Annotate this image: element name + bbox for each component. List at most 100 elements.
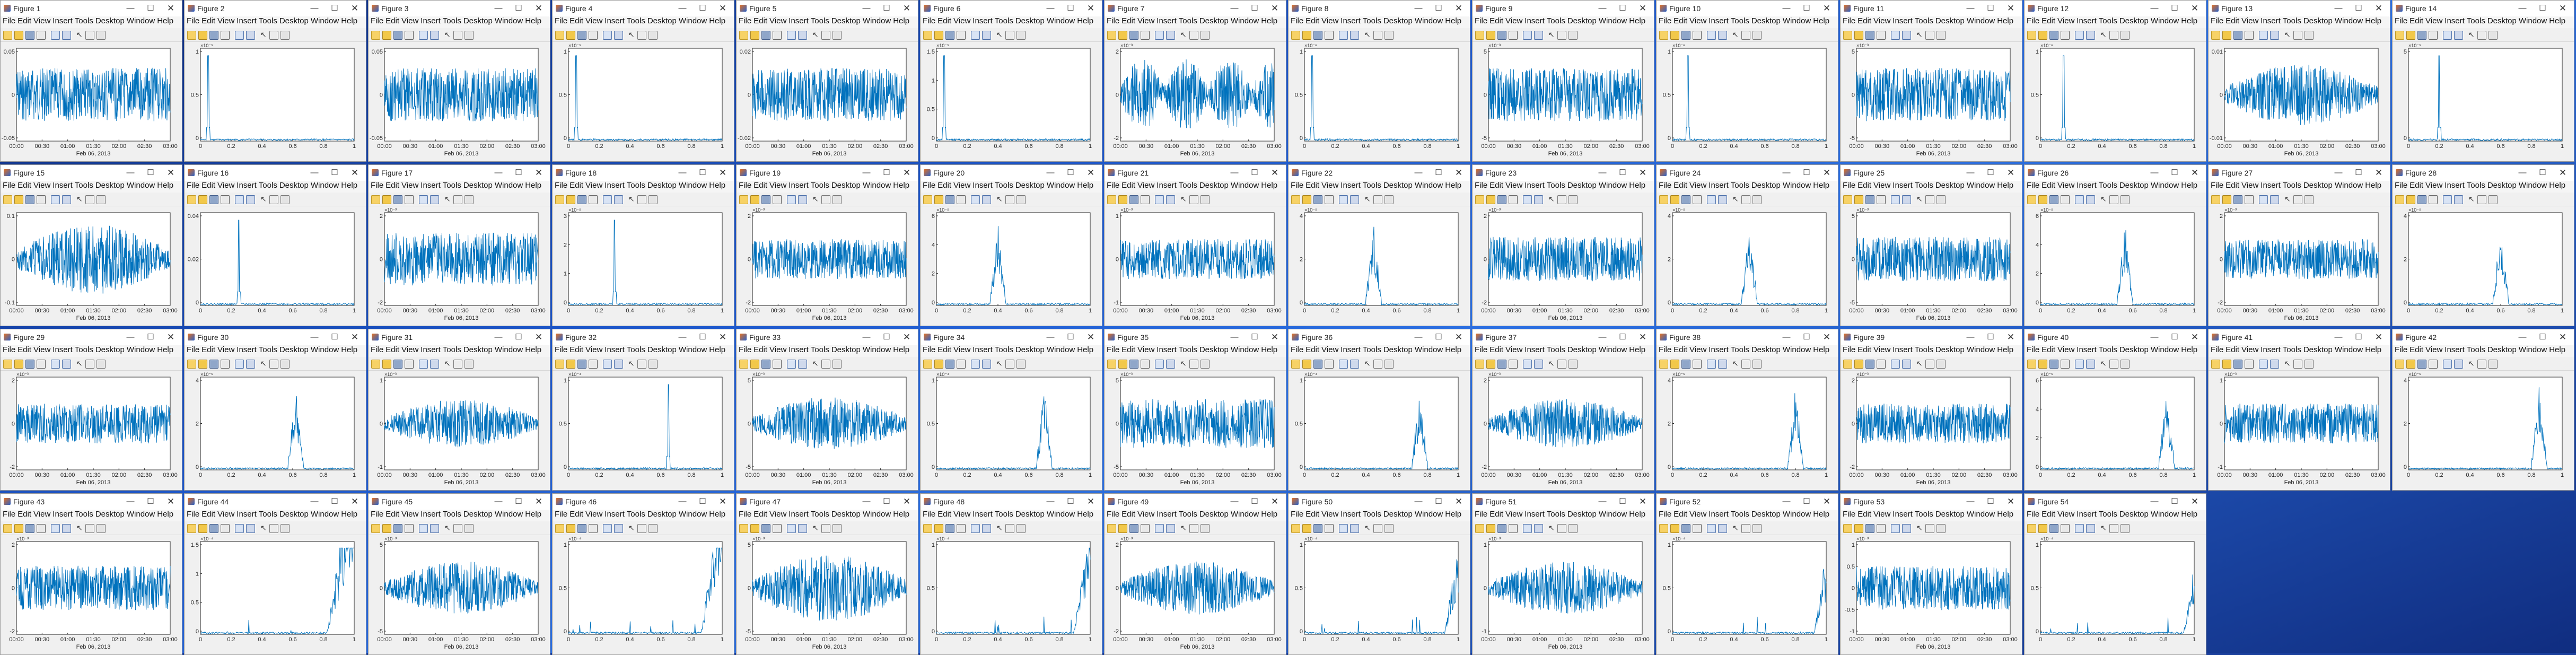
- print-icon[interactable]: [957, 360, 966, 369]
- menu-item-view[interactable]: View: [2241, 181, 2259, 190]
- menu-item-view[interactable]: View: [2057, 510, 2075, 519]
- title-bar[interactable]: Figure 1— ☐ ✕: [1, 1, 182, 16]
- insert-colorbar-icon[interactable]: [2454, 31, 2463, 40]
- menu-item-file[interactable]: File: [1475, 345, 1488, 354]
- menu-item-edit[interactable]: Edit: [385, 16, 400, 25]
- menu-item-file[interactable]: File: [3, 16, 16, 25]
- link-icon[interactable]: [51, 195, 60, 204]
- figure-window[interactable]: Figure 42— ☐ ✕ File Edit View Insert Tools Deskt…: [2392, 329, 2574, 491]
- print-icon[interactable]: [589, 31, 598, 40]
- title-bar[interactable]: Figure 27— ☐ ✕: [2209, 165, 2390, 181]
- close-button[interactable]: ✕: [351, 168, 359, 178]
- time-series-plot[interactable]: 2 0 -2 ×10⁻³ 00:00 00:30 01:00 01:30 02:00 02:30 0…: [369, 206, 550, 326]
- link-icon[interactable]: [1523, 360, 1532, 369]
- insert-legend-icon[interactable]: [1925, 360, 1934, 369]
- time-series-plot[interactable]: 5 0 -5 ×10⁻³ 00:00 00:30 01:00 01:30 02:00 02:30 0…: [1473, 42, 1654, 161]
- menu-item-view[interactable]: View: [953, 181, 971, 190]
- insert-colorbar-icon[interactable]: [246, 195, 255, 204]
- menu-item-view[interactable]: View: [1321, 181, 1339, 190]
- menu-item-window[interactable]: Window: [862, 181, 891, 190]
- minimize-button[interactable]: —: [1414, 333, 1423, 342]
- maximize-button[interactable]: ☐: [1251, 333, 1258, 342]
- link-icon[interactable]: [971, 195, 980, 204]
- menu-item-desktop[interactable]: Desktop: [831, 345, 861, 354]
- menu-item-window[interactable]: Window: [2150, 16, 2179, 25]
- property-inspector-icon[interactable]: [1937, 524, 1946, 533]
- minimize-button[interactable]: —: [1046, 168, 1055, 177]
- menu-item-view[interactable]: View: [953, 16, 971, 25]
- menu-item-view[interactable]: View: [1505, 510, 1523, 519]
- menu-item-tools[interactable]: Tools: [1546, 510, 1565, 519]
- menu-item-desktop[interactable]: Desktop: [1935, 510, 1965, 519]
- menu-item-help[interactable]: Help: [1445, 181, 1462, 190]
- property-inspector-icon[interactable]: [2121, 360, 2130, 369]
- insert-colorbar-icon[interactable]: [2270, 360, 2279, 369]
- link-icon[interactable]: [1155, 195, 1164, 204]
- menu-item-insert[interactable]: Insert: [604, 16, 625, 25]
- spectrum-plot[interactable]: 1 0.5 0 ×10⁻⁴ 0 0.2 0.4 0.6 0.8 1: [921, 371, 1102, 490]
- open-file-icon[interactable]: [934, 360, 943, 369]
- property-inspector-icon[interactable]: [97, 31, 106, 40]
- menu-item-help[interactable]: Help: [1261, 510, 1278, 519]
- minimize-button[interactable]: —: [494, 4, 503, 13]
- print-icon[interactable]: [1693, 31, 1702, 40]
- menu-item-help[interactable]: Help: [2365, 181, 2382, 190]
- menu-item-file[interactable]: File: [1291, 510, 1304, 519]
- minimize-button[interactable]: —: [2150, 333, 2159, 342]
- insert-legend-icon[interactable]: [2477, 360, 2486, 369]
- close-button[interactable]: ✕: [2559, 332, 2567, 342]
- menu-item-help[interactable]: Help: [2365, 16, 2382, 25]
- menu-item-desktop[interactable]: Desktop: [647, 345, 677, 354]
- time-series-plot[interactable]: 5 0 -5 ×10⁻³ 00:00 00:30 01:00 01:30 02:00 02:30 0…: [1841, 206, 2022, 326]
- menu-item-help[interactable]: Help: [1813, 510, 1830, 519]
- menu-item-tools[interactable]: Tools: [2466, 16, 2485, 25]
- print-icon[interactable]: [1509, 360, 1518, 369]
- title-bar[interactable]: Figure 16— ☐ ✕: [185, 165, 366, 181]
- print-icon[interactable]: [589, 360, 598, 369]
- menu-item-edit[interactable]: Edit: [569, 510, 584, 519]
- menu-item-file[interactable]: File: [1107, 16, 1120, 25]
- new-figure-icon[interactable]: [3, 195, 12, 204]
- new-figure-icon[interactable]: [1107, 195, 1116, 204]
- menu-item-edit[interactable]: Edit: [937, 181, 952, 190]
- menu-item-tools[interactable]: Tools: [810, 345, 829, 354]
- menu-item-view[interactable]: View: [217, 16, 235, 25]
- new-figure-icon[interactable]: [1475, 360, 1484, 369]
- close-button[interactable]: ✕: [2375, 168, 2383, 178]
- open-file-icon[interactable]: [1118, 524, 1127, 533]
- figure-window[interactable]: Figure 14— ☐ ✕ File Edit View Insert Tools Deskt…: [2392, 0, 2574, 162]
- menu-item-window[interactable]: Window: [1782, 510, 1811, 519]
- menu-item-file[interactable]: File: [1659, 510, 1672, 519]
- menu-item-window[interactable]: Window: [678, 16, 707, 25]
- minimize-button[interactable]: —: [1598, 168, 1607, 177]
- menu-item-tools[interactable]: Tools: [442, 345, 461, 354]
- close-button[interactable]: ✕: [1639, 332, 1647, 342]
- menu-item-insert[interactable]: Insert: [604, 345, 625, 354]
- title-bar[interactable]: Figure 34— ☐ ✕: [921, 329, 1102, 345]
- menu-item-help[interactable]: Help: [2181, 16, 2198, 25]
- menu-item-insert[interactable]: Insert: [52, 181, 73, 190]
- menu-item-tools[interactable]: Tools: [1546, 181, 1565, 190]
- menu-item-desktop[interactable]: Desktop: [1383, 181, 1413, 190]
- print-icon[interactable]: [1325, 31, 1334, 40]
- menu-item-insert[interactable]: Insert: [972, 345, 993, 354]
- insert-legend-icon[interactable]: [1557, 195, 1566, 204]
- menu-item-view[interactable]: View: [2057, 16, 2075, 25]
- maximize-button[interactable]: ☐: [2539, 168, 2546, 177]
- minimize-button[interactable]: —: [126, 497, 135, 506]
- maximize-button[interactable]: ☐: [699, 333, 706, 342]
- figure-window[interactable]: Figure 40— ☐ ✕ File Edit View Insert Tools Deskt…: [2024, 329, 2206, 491]
- print-icon[interactable]: [221, 195, 230, 204]
- print-icon[interactable]: [589, 524, 598, 533]
- insert-colorbar-icon[interactable]: [430, 195, 439, 204]
- menu-item-tools[interactable]: Tools: [994, 345, 1013, 354]
- print-icon[interactable]: [1141, 31, 1150, 40]
- figure-window[interactable]: Figure 16— ☐ ✕ File Edit View Insert Tools Deskt…: [184, 164, 366, 326]
- menu-item-tools[interactable]: Tools: [74, 510, 93, 519]
- menu-item-edit[interactable]: Edit: [385, 181, 400, 190]
- menu-item-view[interactable]: View: [769, 345, 787, 354]
- menu-item-file[interactable]: File: [923, 510, 936, 519]
- property-inspector-icon[interactable]: [281, 360, 290, 369]
- menu-item-window[interactable]: Window: [1414, 181, 1443, 190]
- edit-plot-icon[interactable]: ↖: [1180, 30, 1187, 39]
